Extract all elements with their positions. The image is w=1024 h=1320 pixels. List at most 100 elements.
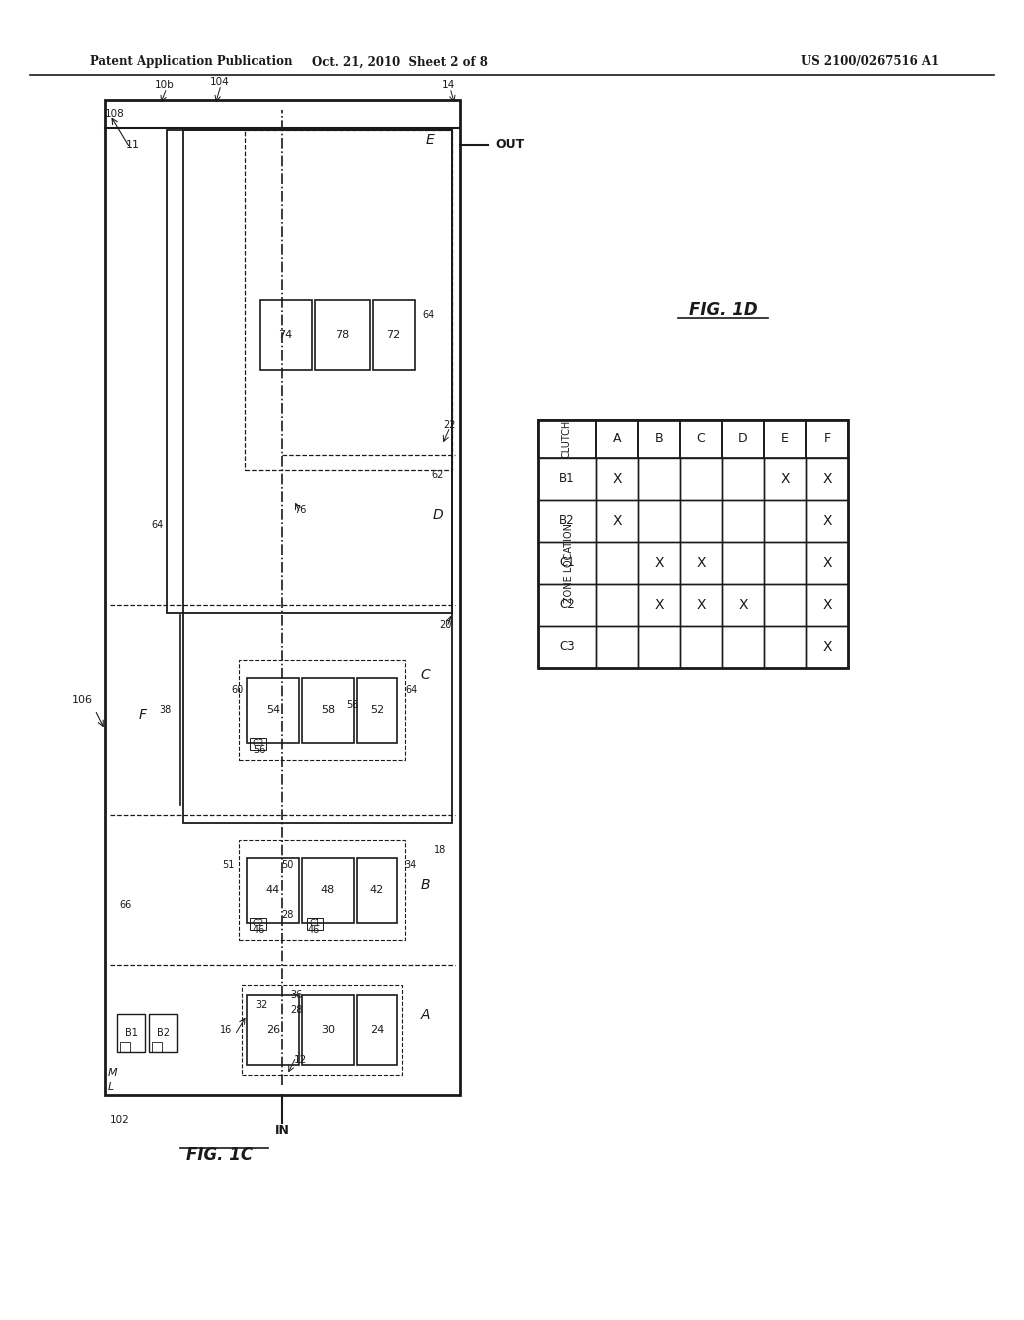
Bar (152, 1041, 162, 1052)
Text: X: X (654, 598, 664, 612)
Text: X: X (780, 473, 790, 486)
Text: 64: 64 (406, 685, 417, 696)
Text: X: X (822, 598, 831, 612)
Bar (764, 458, 806, 500)
Text: OUT: OUT (495, 139, 524, 152)
Bar (680, 458, 722, 500)
Bar (596, 543, 638, 583)
Bar (307, 917, 323, 931)
Text: 48: 48 (321, 884, 335, 895)
Text: 74: 74 (279, 330, 293, 341)
Text: B: B (654, 433, 664, 446)
Text: L: L (108, 1082, 115, 1092)
Text: 46: 46 (253, 925, 265, 935)
Text: 10b: 10b (155, 81, 175, 90)
Bar (538, 458, 596, 500)
Text: 11: 11 (126, 140, 140, 150)
Bar (167, 129, 452, 612)
Text: 72: 72 (386, 330, 400, 341)
Text: X: X (654, 556, 664, 570)
Text: 46: 46 (308, 925, 321, 935)
Bar (357, 858, 397, 923)
Bar (680, 583, 722, 626)
Bar (764, 626, 806, 668)
Bar (242, 985, 402, 1074)
Bar (314, 300, 370, 370)
Text: 26: 26 (266, 1026, 280, 1035)
Text: B: B (420, 878, 430, 892)
Bar (680, 420, 722, 458)
Bar (247, 858, 299, 923)
Text: X: X (696, 556, 706, 570)
Text: X: X (612, 513, 622, 528)
Text: X: X (612, 473, 622, 486)
Bar (105, 100, 460, 1096)
Bar (239, 660, 406, 760)
Bar (638, 626, 680, 668)
Text: B1: B1 (559, 473, 574, 486)
Bar (680, 626, 722, 668)
Text: 12: 12 (294, 1055, 307, 1065)
Text: 66: 66 (119, 900, 131, 909)
Text: C1: C1 (559, 557, 574, 569)
Text: X: X (822, 556, 831, 570)
Bar (722, 626, 764, 668)
Bar (806, 583, 848, 626)
Bar (302, 858, 354, 923)
Bar (806, 626, 848, 668)
Text: E: E (426, 133, 434, 147)
Text: 34: 34 (403, 861, 416, 870)
Text: 32: 32 (256, 1001, 268, 1010)
Text: 56: 56 (253, 744, 265, 755)
Text: F: F (139, 708, 147, 722)
Bar (302, 995, 354, 1065)
Bar (638, 543, 680, 583)
Bar (638, 420, 680, 458)
Text: 50: 50 (281, 861, 293, 870)
Bar (806, 420, 848, 458)
Text: F: F (823, 433, 830, 446)
Bar (722, 458, 764, 500)
Bar (806, 458, 848, 500)
Text: 38: 38 (160, 705, 172, 715)
Bar (247, 995, 299, 1065)
Text: C1: C1 (309, 920, 321, 928)
Bar (357, 995, 397, 1065)
Bar (247, 677, 299, 742)
Text: X: X (738, 598, 748, 612)
Bar (250, 917, 266, 931)
Text: 60: 60 (230, 685, 243, 696)
Text: CLUTCH: CLUTCH (562, 420, 572, 458)
Text: C2: C2 (253, 920, 263, 928)
Text: 64: 64 (151, 520, 163, 531)
Text: X: X (696, 598, 706, 612)
Bar (357, 677, 397, 742)
Bar (638, 458, 680, 500)
Text: C2: C2 (559, 598, 574, 611)
Text: ZONE LOCATION: ZONE LOCATION (564, 523, 574, 603)
Text: 76: 76 (294, 506, 306, 515)
Text: 56: 56 (346, 700, 358, 710)
Text: A: A (420, 1008, 430, 1022)
Bar (764, 543, 806, 583)
Bar (596, 458, 638, 500)
Text: 78: 78 (335, 330, 349, 341)
Text: B2: B2 (157, 1028, 170, 1038)
Bar (638, 500, 680, 543)
Text: 28: 28 (290, 1005, 302, 1015)
Text: D: D (433, 508, 443, 521)
Text: 42: 42 (370, 884, 384, 895)
Text: X: X (822, 640, 831, 653)
Text: E: E (781, 433, 788, 446)
Text: C: C (696, 433, 706, 446)
Bar (680, 543, 722, 583)
Bar (596, 626, 638, 668)
Bar (638, 583, 680, 626)
Text: 36: 36 (290, 990, 302, 1001)
Text: 58: 58 (321, 705, 335, 715)
Text: Patent Application Publication: Patent Application Publication (90, 55, 293, 69)
Text: 14: 14 (441, 81, 455, 90)
Text: FIG. 1C: FIG. 1C (186, 1146, 254, 1164)
Bar (239, 840, 406, 940)
Text: A: A (612, 433, 622, 446)
